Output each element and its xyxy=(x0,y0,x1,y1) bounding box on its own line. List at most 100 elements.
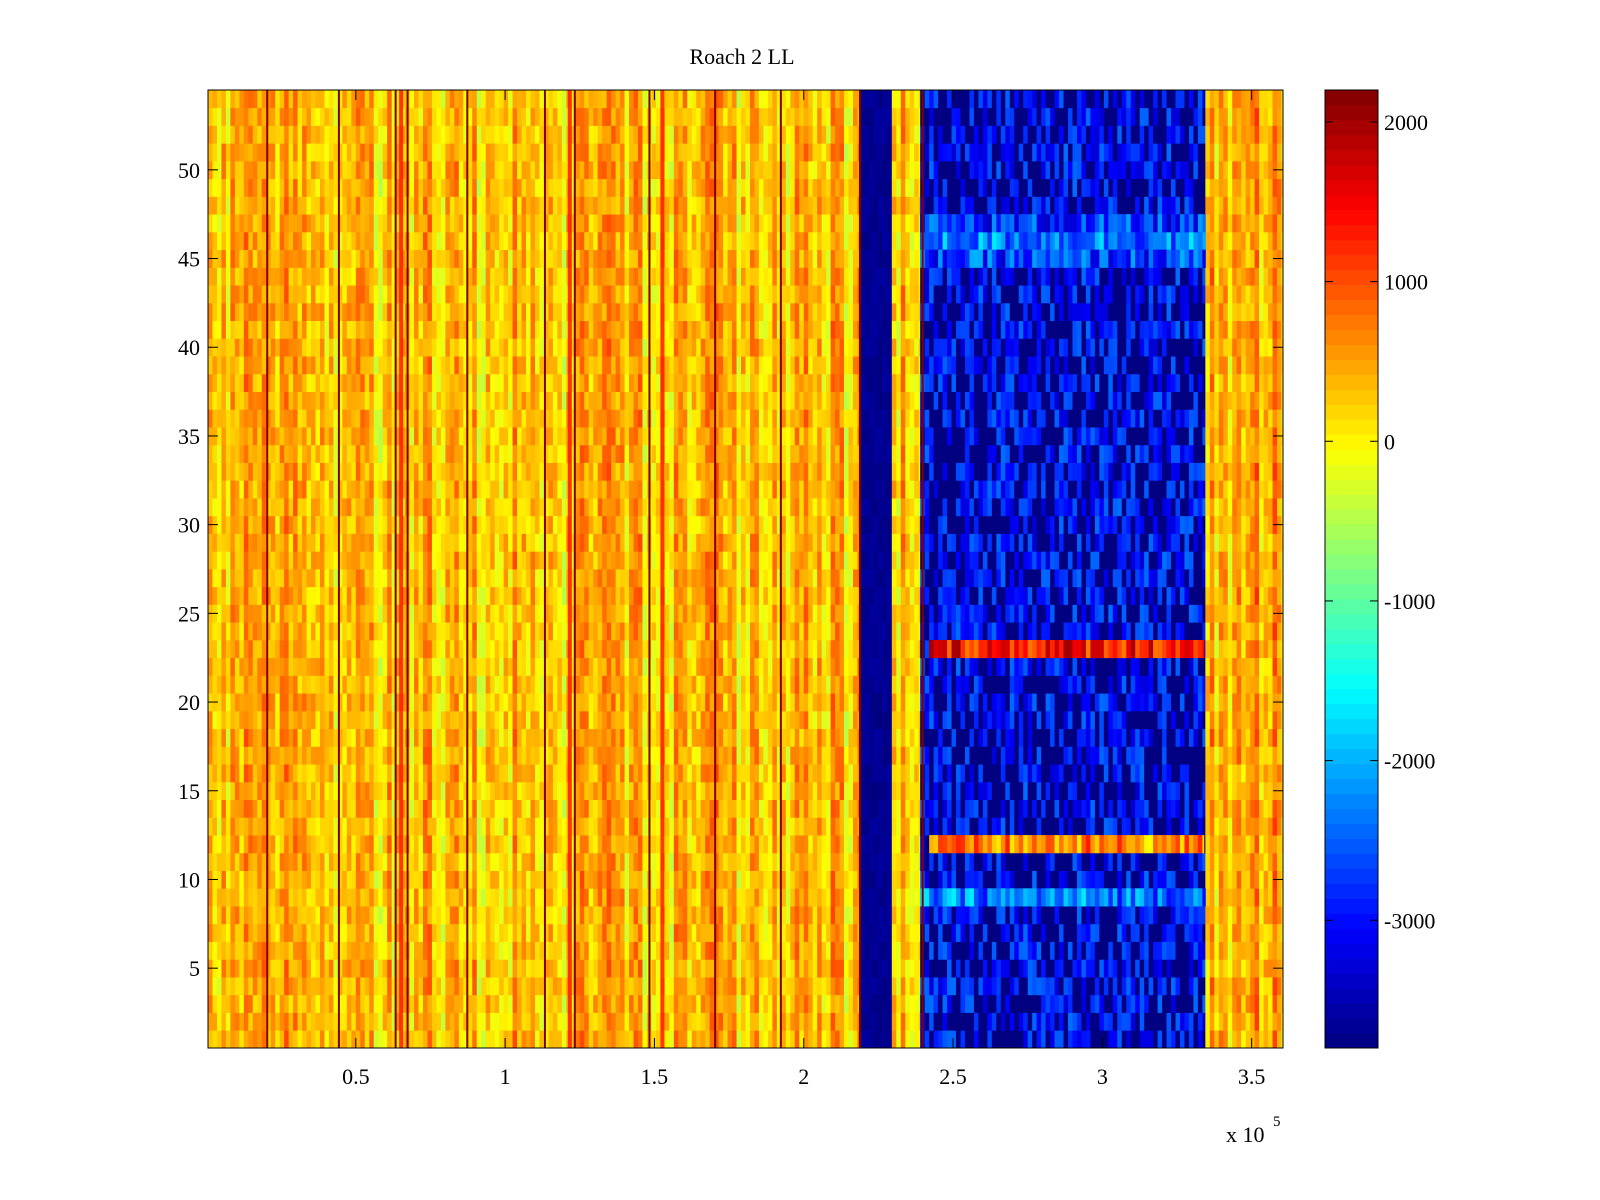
heatmap-cell xyxy=(526,604,531,623)
heatmap-cell xyxy=(382,160,388,180)
heatmap-cell xyxy=(234,710,240,730)
heatmap-cell xyxy=(284,498,290,517)
heatmap-cell xyxy=(463,391,469,410)
heatmap-cell xyxy=(476,267,482,286)
heatmap-cell xyxy=(252,657,258,676)
heatmap-cell xyxy=(508,391,513,410)
heatmap-cell xyxy=(230,639,236,659)
heatmap-cell xyxy=(243,941,249,960)
heatmap-cell xyxy=(364,551,370,570)
heatmap-cell xyxy=(266,178,272,197)
heatmap-cell xyxy=(593,391,599,410)
heatmap-cell xyxy=(360,373,366,392)
heatmap-cell xyxy=(440,338,446,357)
heatmap-cell xyxy=(351,302,357,322)
heatmap-cell xyxy=(552,515,558,534)
heatmap-cell xyxy=(333,675,339,694)
heatmap-cell xyxy=(355,249,361,268)
heatmap-cell xyxy=(261,870,267,889)
heatmap-cell xyxy=(248,569,254,588)
heatmap-cell xyxy=(351,1030,357,1049)
heatmap-cell xyxy=(355,1030,361,1049)
heatmap-cell xyxy=(364,231,370,251)
heatmap-cell xyxy=(342,746,348,765)
heatmap-cell xyxy=(472,107,478,126)
heatmap-cell xyxy=(248,107,254,126)
heatmap-cell xyxy=(431,675,437,694)
heatmap-cell xyxy=(481,338,487,357)
heatmap-cell xyxy=(337,799,343,818)
heatmap-cell xyxy=(499,320,505,339)
heatmap-cell xyxy=(302,90,307,109)
heatmap-cell xyxy=(396,710,402,730)
heatmap-cell xyxy=(557,107,563,126)
heatmap-cell xyxy=(333,196,339,215)
heatmap-cell xyxy=(252,799,258,818)
heatmap-cell xyxy=(216,710,222,730)
heatmap-cell xyxy=(221,373,227,392)
heatmap-cell xyxy=(248,125,254,144)
heatmap-cell xyxy=(431,285,437,304)
heatmap-cell xyxy=(570,764,576,783)
heatmap-cell xyxy=(373,285,379,304)
heatmap-cell xyxy=(239,249,245,268)
heatmap-cell xyxy=(311,160,316,180)
heatmap-cell xyxy=(602,835,608,854)
heatmap-cell xyxy=(324,480,330,499)
heatmap-cell xyxy=(431,409,437,428)
heatmap-cell xyxy=(611,888,617,907)
heatmap-cell xyxy=(588,959,594,978)
heatmap-cell xyxy=(360,977,366,996)
heatmap-cell xyxy=(306,444,312,463)
heatmap-cell xyxy=(454,515,460,534)
heatmap-cell xyxy=(337,675,343,694)
heatmap-cell xyxy=(288,693,294,712)
heatmap-cell xyxy=(270,515,276,534)
heatmap-cell xyxy=(436,107,442,126)
heatmap-cell xyxy=(530,302,536,322)
heatmap-cell xyxy=(530,143,536,162)
heatmap-cell xyxy=(382,604,388,623)
heatmap-cell xyxy=(508,817,513,836)
heatmap-cell xyxy=(239,231,245,251)
heatmap-cell xyxy=(521,551,527,570)
heatmap-cell xyxy=(548,107,554,126)
heatmap-cell xyxy=(588,639,594,659)
heatmap-cell xyxy=(512,888,518,907)
heatmap-cell xyxy=(239,906,245,925)
heatmap-cell xyxy=(270,764,276,783)
heatmap-cell xyxy=(302,888,307,907)
heatmap-cell xyxy=(526,107,531,126)
heatmap-cell xyxy=(499,977,505,996)
heatmap-cell xyxy=(449,391,455,410)
heatmap-cell xyxy=(328,710,334,730)
heatmap-cell xyxy=(602,906,608,925)
heatmap-cell xyxy=(539,746,545,765)
heatmap-cell xyxy=(324,906,330,925)
heatmap-cell xyxy=(458,391,464,410)
heatmap-cell xyxy=(248,852,254,871)
heatmap-cell xyxy=(364,107,370,126)
heatmap-cell xyxy=(584,480,590,499)
heatmap-cell xyxy=(472,888,478,907)
heatmap-cell xyxy=(302,1030,307,1049)
heatmap-cell xyxy=(212,1030,218,1049)
heatmap-cell xyxy=(615,480,621,499)
heatmap-cell xyxy=(543,480,549,499)
heatmap-cell xyxy=(485,231,491,251)
heatmap-cell xyxy=(234,409,240,428)
heatmap-cell xyxy=(436,214,442,233)
heatmap-cell xyxy=(517,675,522,694)
heatmap-cell xyxy=(270,1012,276,1031)
heatmap-cell xyxy=(526,994,531,1013)
heatmap-cell xyxy=(588,498,594,517)
heatmap-cell xyxy=(481,196,487,215)
heatmap-cell xyxy=(539,1012,545,1031)
heatmap-cell xyxy=(548,852,554,871)
heatmap-cell xyxy=(490,196,496,215)
heatmap-cell xyxy=(454,107,460,126)
heatmap-cell xyxy=(230,498,236,517)
heatmap-cell xyxy=(615,356,621,375)
heatmap-cell xyxy=(449,409,455,428)
heatmap-cell xyxy=(534,125,540,144)
